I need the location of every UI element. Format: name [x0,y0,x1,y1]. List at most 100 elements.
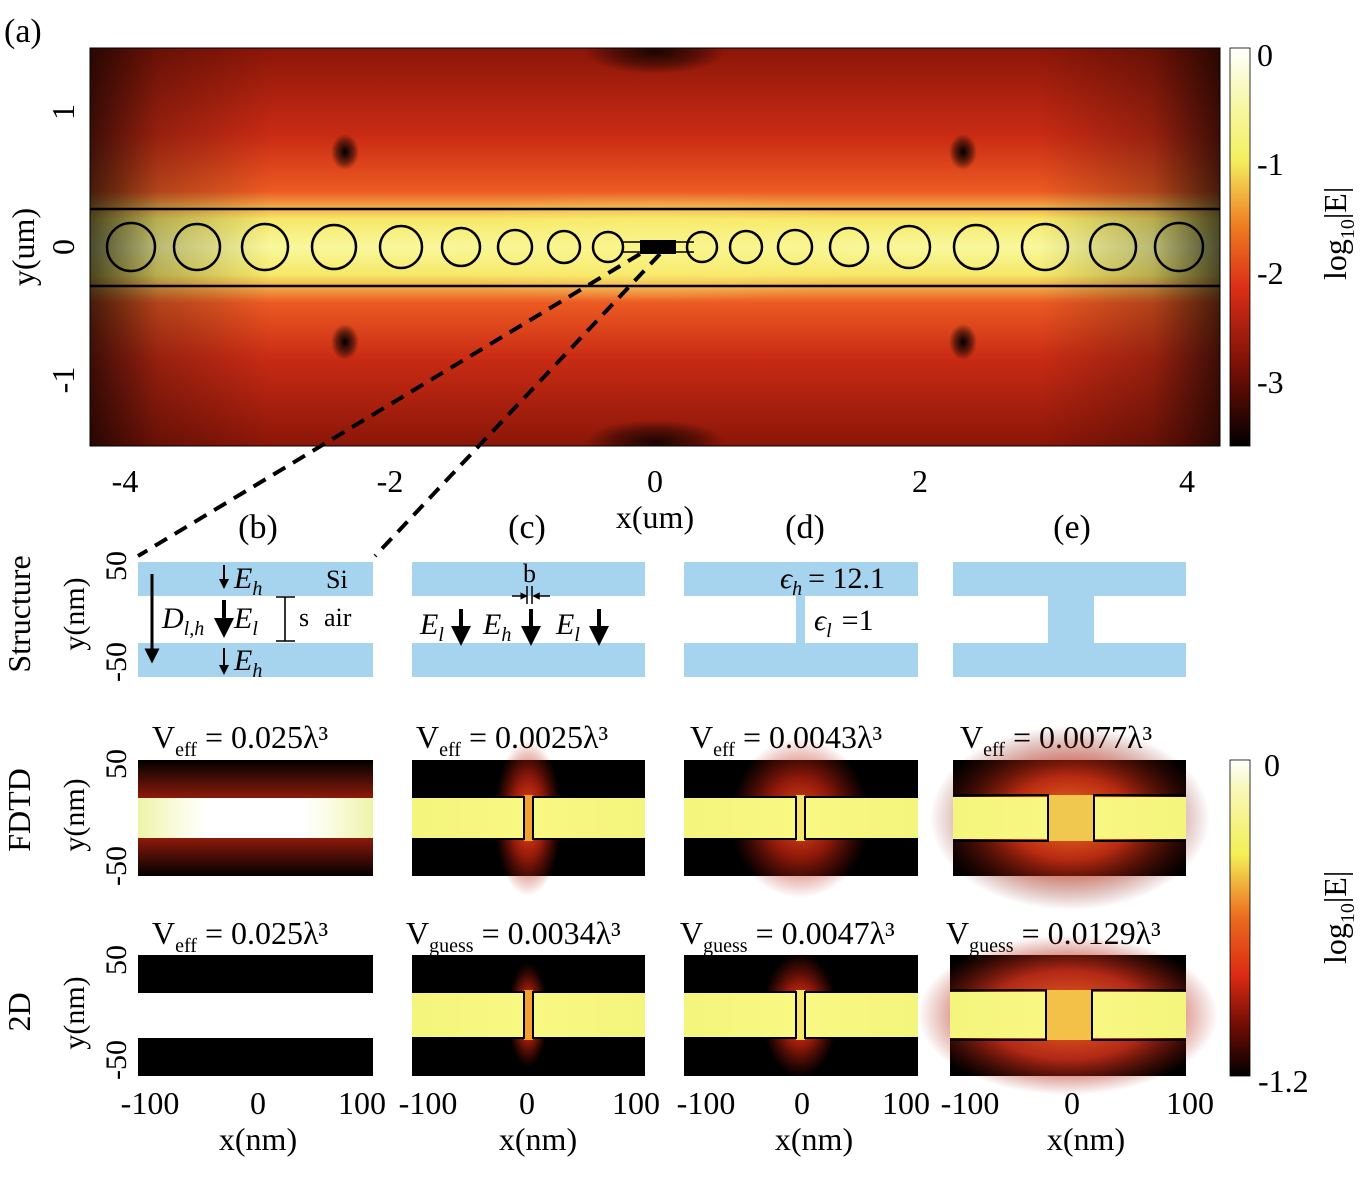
hole [1088,222,1138,272]
svg-text:x(nm): x(nm) [1047,1121,1125,1157]
panel-a-ylabel: y(um) [5,208,41,286]
panel-a-xticks: -4 -2 0 2 4 [112,463,1195,499]
colorbar-small-bottom: -1.2 [1258,1063,1309,1099]
svg-text:100: 100 [338,1085,386,1121]
svg-text:0: 0 [519,1085,535,1121]
svg-text:0: 0 [647,463,663,499]
svg-text:El: El [419,608,444,646]
twod-map-b [138,955,373,1076]
hole [240,222,290,272]
twod-map-d [684,953,918,1077]
hole [440,226,482,268]
svg-text:x(nm): x(nm) [499,1121,577,1157]
svg-text:0: 0 [1257,37,1273,73]
svg-text:b: b [523,559,536,588]
svg-text:-100: -100 [941,1085,1000,1121]
small-y-axes: y(nm) 50 -50 y(nm) 50 -50 y(nm) 50 -50 [58,551,133,1080]
svg-text:50: 50 [100,749,133,779]
hole [378,224,424,270]
svg-text:-50: -50 [100,1040,133,1080]
svg-text:-50: -50 [100,642,133,682]
colorbar-small-top: 0 [1264,747,1280,783]
svg-text:El: El [555,608,580,646]
zoom-line-left [136,252,642,558]
panel-label-c: (c) [508,509,546,546]
svg-text:Eh: Eh [233,644,262,682]
hole [1153,221,1205,273]
svg-text:-4: -4 [112,463,139,499]
twod-map-e [918,935,1218,1095]
hole [172,222,222,272]
svg-text:-1: -1 [1257,146,1284,182]
zoom-line-right [373,252,662,558]
svg-text:100: 100 [612,1085,660,1121]
panel-label-b: (b) [238,509,278,546]
svg-text:Vguess = 0.0047λ³: Vguess = 0.0047λ³ [680,915,895,957]
svg-text:1: 1 [45,104,81,120]
svg-text:50: 50 [100,551,133,581]
panel-label-a: (a) [4,13,42,50]
hole [1020,222,1070,272]
svg-text:50: 50 [100,945,133,975]
bowtie-cavity [622,240,694,254]
svg-text:ϵl=1: ϵl =1 [814,604,874,642]
svg-text:x(nm): x(nm) [775,1121,853,1157]
fdtd-titles: Veff = 0.025λ³ Veff = 0.0025λ³ Veff = 0.… [152,719,1152,761]
row-label-structure: Structure [1,555,37,672]
svg-text:Eh: Eh [233,562,262,600]
hole [952,223,1000,271]
hole [591,230,625,264]
colorbar-a-ticks: 0 -1 -2 -3 [1257,37,1284,400]
row-label-2d: 2D [1,992,37,1031]
svg-text:El: El [233,602,258,640]
svg-text:-3: -3 [1257,364,1284,400]
panel-label-e: (e) [1053,509,1091,546]
hole [496,228,534,266]
svg-text:100: 100 [882,1085,930,1121]
hole [546,229,582,265]
svg-text:-100: -100 [399,1085,458,1121]
svg-text:4: 4 [1179,463,1195,499]
svg-text:-2: -2 [377,463,404,499]
structure-c: b El Eh El [412,559,645,677]
twod-titles: Veff = 0.025λ³ Vguess = 0.0034λ³ Vguess … [152,915,1161,957]
svg-text:0: 0 [45,239,81,255]
svg-text:Dl,h: Dl,h [161,602,204,640]
fdtd-map-d [684,738,918,898]
hole [728,229,764,265]
panel-a-yticks: 1 0 -1 [45,104,81,393]
hole [310,223,358,271]
fdtd-map-e [930,726,1210,910]
svg-text:ϵh= 12.1: ϵh = 12.1 [780,562,885,600]
small-x-axes: -100 0 100 -100 0 100 -100 0 100 -100 0 … [121,1085,1214,1157]
svg-text:Si: Si [326,565,348,594]
fdtd-map-b [138,760,373,876]
svg-text:Eh: Eh [482,608,511,646]
svg-text:Veff = 0.025λ³: Veff = 0.025λ³ [152,719,328,761]
svg-text:Vguess = 0.0034λ³: Vguess = 0.0034λ³ [406,915,621,957]
hole [685,230,719,264]
svg-text:-100: -100 [677,1085,736,1121]
svg-text:0: 0 [250,1085,266,1121]
svg-text:y(nm): y(nm) [58,577,91,650]
hole [886,224,932,270]
svg-text:y(nm): y(nm) [58,778,91,851]
svg-text:0: 0 [794,1085,810,1121]
panel-a-xlabel: x(um) [616,499,694,535]
twod-map-c [412,955,645,1076]
svg-text:2: 2 [912,463,928,499]
svg-text:-1: -1 [45,367,81,394]
colorbar-a [1229,47,1251,447]
svg-text:Veff = 0.0043λ³: Veff = 0.0043λ³ [690,719,882,761]
svg-text:100: 100 [1166,1085,1214,1121]
hole [828,226,870,268]
row-label-fdtd: FDTD [1,768,37,852]
fdtd-map-c [412,740,645,896]
structure-e [953,562,1186,677]
structure-d: ϵh = 12.1 ϵl =1 [684,562,918,677]
svg-text:-50: -50 [100,846,133,886]
svg-text:x(nm): x(nm) [219,1121,297,1157]
svg-text:-100: -100 [121,1085,180,1121]
svg-text:s: s [299,603,309,632]
